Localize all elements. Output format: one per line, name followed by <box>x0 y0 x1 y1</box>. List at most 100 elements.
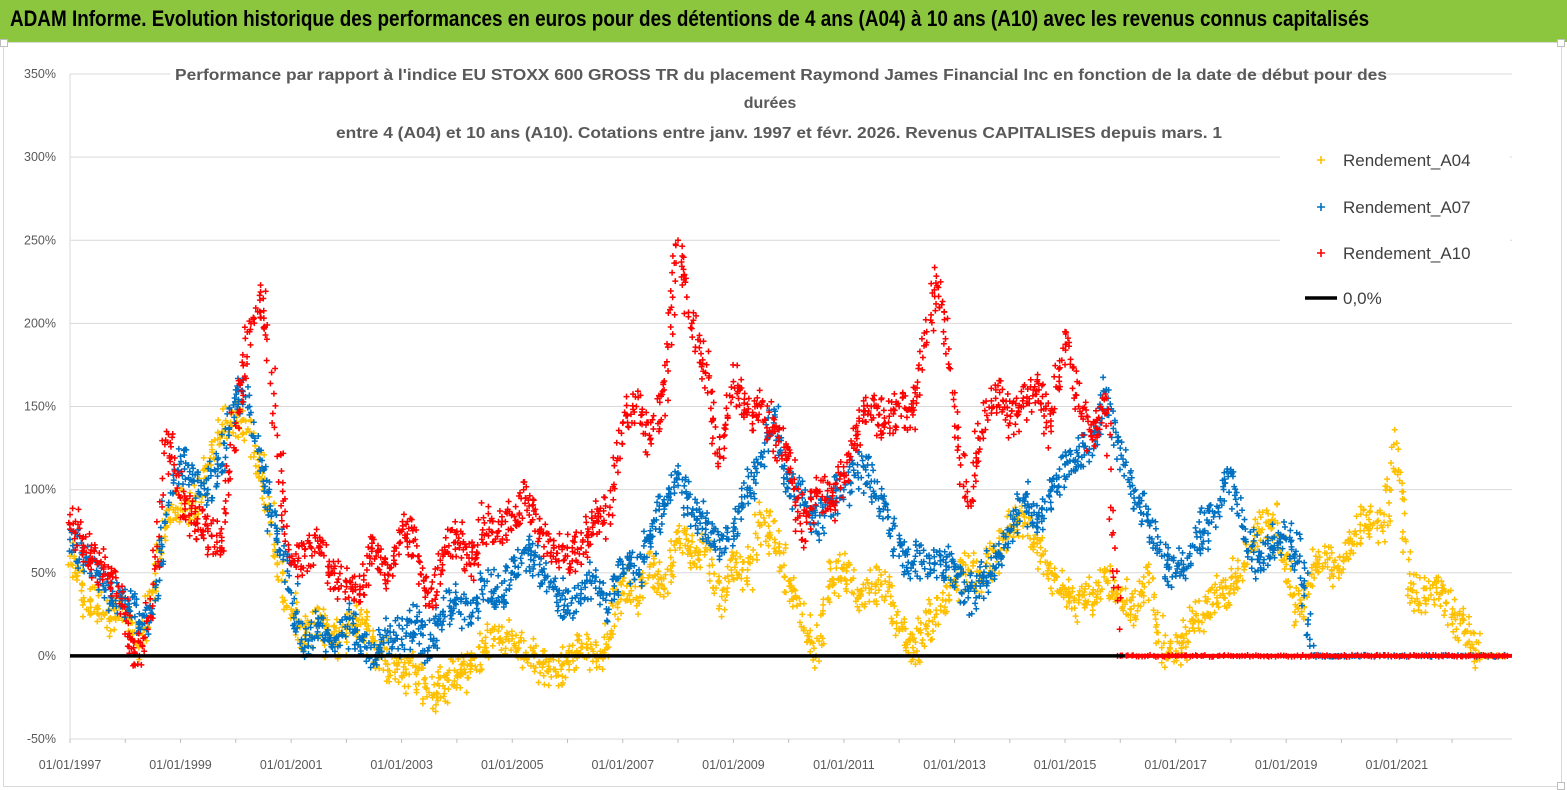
fill-point <box>530 645 537 652</box>
fill-point <box>733 550 740 557</box>
fill-point <box>244 383 251 390</box>
fill-point <box>263 357 270 364</box>
fill-point <box>611 623 618 630</box>
resize-handle-top-right[interactable] <box>1557 39 1565 47</box>
fill-point <box>925 596 932 603</box>
fill-point <box>807 648 814 655</box>
fill-point <box>73 573 80 580</box>
fill-point <box>1010 534 1017 541</box>
x-tick-label: 01/01/2009 <box>702 758 765 772</box>
banner-title: ADAM Informe. Evolution historique des p… <box>10 6 1370 31</box>
fill-point <box>151 596 158 603</box>
fill-point <box>593 574 600 581</box>
fill-point <box>1184 657 1191 664</box>
resize-handle-top-left[interactable] <box>0 39 8 47</box>
fill-point <box>270 390 277 397</box>
fill-point <box>845 559 852 566</box>
data-point <box>1089 589 1096 596</box>
data-point <box>1158 644 1165 651</box>
fill-point <box>753 551 760 558</box>
fill-point <box>962 562 969 569</box>
fill-point <box>485 567 492 574</box>
fill-point <box>1226 590 1233 597</box>
fill-point <box>640 542 647 549</box>
fill-point <box>813 622 820 629</box>
fill-point <box>1234 501 1241 508</box>
fill-point <box>760 514 767 521</box>
fill-point <box>1431 601 1438 608</box>
fill-point <box>559 673 566 680</box>
fill-point <box>707 546 714 553</box>
fill-point <box>222 417 229 424</box>
fill-point <box>1321 543 1328 550</box>
fill-point <box>856 607 863 614</box>
fill-point <box>468 620 475 627</box>
fill-point <box>634 554 641 561</box>
fill-point <box>498 513 505 520</box>
fill-point <box>1025 478 1032 485</box>
fill-point <box>433 694 440 701</box>
fill-point <box>434 690 441 697</box>
fill-point <box>100 545 107 552</box>
fill-point <box>942 610 949 617</box>
fill-point <box>878 571 885 578</box>
fill-point <box>1045 575 1052 582</box>
fill-point <box>1335 575 1342 582</box>
fill-point <box>721 606 728 613</box>
fill-point <box>1122 601 1129 608</box>
fill-point <box>876 566 883 573</box>
fill-point <box>1146 570 1153 577</box>
fill-point <box>843 568 850 575</box>
y-tick-label: 0% <box>38 649 56 663</box>
fill-point <box>395 551 402 558</box>
fill-point <box>386 678 393 685</box>
fill-point <box>1226 489 1233 496</box>
fill-point <box>255 474 262 481</box>
fill-point <box>322 648 329 655</box>
fill-point <box>738 516 745 523</box>
fill-point <box>441 690 448 697</box>
data-points <box>65 237 1511 715</box>
fill-point <box>1155 629 1162 636</box>
fill-point <box>915 657 922 664</box>
fill-point <box>827 565 834 572</box>
fill-point <box>850 567 857 574</box>
fill-point <box>939 596 946 603</box>
fill-point <box>680 512 687 519</box>
fill-point <box>1207 502 1214 509</box>
fill-point <box>775 527 782 534</box>
fill-point <box>181 446 188 453</box>
fill-point <box>219 421 226 428</box>
fill-point <box>1422 609 1429 616</box>
fill-point <box>1186 627 1193 634</box>
fill-point <box>733 559 740 566</box>
fill-point <box>865 472 872 479</box>
fill-point <box>1127 617 1134 624</box>
fill-point <box>892 632 899 639</box>
fill-point <box>1301 565 1308 572</box>
fill-point <box>1472 664 1479 671</box>
data-point <box>384 661 391 668</box>
fill-point <box>1274 501 1281 508</box>
fill-point <box>502 645 509 652</box>
fill-point <box>771 517 778 524</box>
fill-point <box>1066 599 1073 606</box>
fill-point <box>1047 585 1054 592</box>
fill-point <box>750 547 757 554</box>
fill-point <box>498 624 505 631</box>
fill-point <box>609 630 616 637</box>
fill-point <box>739 586 746 593</box>
fill-point <box>511 640 518 647</box>
fill-point <box>656 559 663 566</box>
fill-point <box>903 647 910 654</box>
fill-point <box>519 664 526 671</box>
fill-point <box>1089 607 1096 614</box>
fill-point <box>1395 446 1402 453</box>
fill-point <box>1399 528 1406 535</box>
fill-point <box>334 596 341 603</box>
fill-point <box>1204 595 1211 602</box>
fill-point <box>496 508 503 515</box>
fill-point <box>491 626 498 633</box>
fill-point <box>300 641 307 648</box>
fill-point <box>529 496 536 503</box>
